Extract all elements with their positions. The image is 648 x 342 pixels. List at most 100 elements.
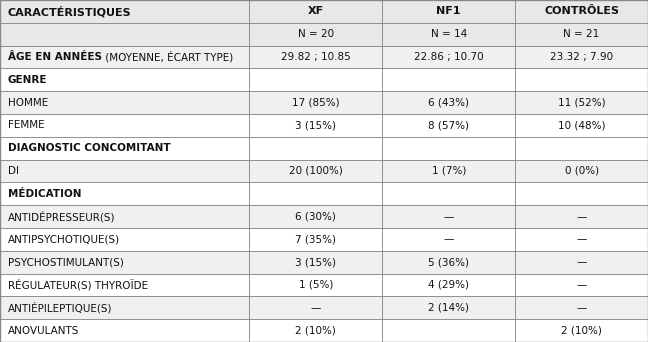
Text: CARACTÉRISTIQUES: CARACTÉRISTIQUES [8, 6, 132, 17]
Text: CONTRÔLES: CONTRÔLES [544, 6, 619, 16]
Bar [515, 228, 648, 251]
Bar [382, 160, 515, 182]
Bar [515, 297, 648, 319]
Text: 3 (15%): 3 (15%) [295, 120, 336, 130]
Bar [0, 68, 249, 91]
Text: 0 (0%): 0 (0%) [564, 166, 599, 176]
Bar [249, 114, 382, 137]
Bar [382, 274, 515, 297]
Bar [515, 319, 648, 342]
Bar [0, 274, 249, 297]
Bar [382, 68, 515, 91]
Bar [249, 137, 382, 160]
Bar [515, 251, 648, 274]
Text: DI: DI [8, 166, 19, 176]
Bar [382, 91, 515, 114]
Text: N = 20: N = 20 [298, 29, 334, 39]
Text: —: — [443, 212, 454, 222]
Text: FEMME: FEMME [8, 120, 45, 130]
Bar [382, 251, 515, 274]
Bar [382, 205, 515, 228]
Bar [0, 45, 249, 68]
Bar [382, 228, 515, 251]
Text: 3 (15%): 3 (15%) [295, 257, 336, 267]
Bar [382, 182, 515, 205]
Text: RÉGULATEUR(S) THYROÏDE: RÉGULATEUR(S) THYROÏDE [8, 279, 148, 291]
Bar [382, 137, 515, 160]
Text: NF1: NF1 [437, 6, 461, 16]
Text: XF: XF [308, 6, 324, 16]
Bar [0, 205, 249, 228]
Bar [249, 319, 382, 342]
Bar [382, 297, 515, 319]
Bar [249, 182, 382, 205]
Bar [515, 114, 648, 137]
Bar [249, 91, 382, 114]
Text: 2 (10%): 2 (10%) [561, 326, 602, 336]
Bar [382, 114, 515, 137]
Text: —: — [443, 234, 454, 245]
Bar [515, 160, 648, 182]
Text: —: — [576, 234, 587, 245]
Text: —: — [310, 303, 321, 313]
Bar [249, 205, 382, 228]
Bar [249, 160, 382, 182]
Bar [249, 0, 382, 23]
Bar [0, 182, 249, 205]
Text: DIAGNOSTIC CONCOMITANT: DIAGNOSTIC CONCOMITANT [8, 143, 170, 153]
Text: ÂGE EN ANNÉES: ÂGE EN ANNÉES [8, 52, 102, 62]
Bar [382, 319, 515, 342]
Bar [0, 319, 249, 342]
Bar [515, 45, 648, 68]
Text: —: — [576, 280, 587, 290]
Text: 23.32 ; 7.90: 23.32 ; 7.90 [550, 52, 613, 62]
Text: 2 (10%): 2 (10%) [295, 326, 336, 336]
Text: 8 (57%): 8 (57%) [428, 120, 469, 130]
Bar [0, 228, 249, 251]
Bar [0, 251, 249, 274]
Bar [515, 205, 648, 228]
Text: PSYCHOSTIMULANT(S): PSYCHOSTIMULANT(S) [8, 257, 124, 267]
Bar [249, 251, 382, 274]
Bar [249, 297, 382, 319]
Bar [249, 68, 382, 91]
Bar [249, 274, 382, 297]
Bar [382, 0, 515, 23]
Text: —: — [576, 212, 587, 222]
Text: 6 (30%): 6 (30%) [295, 212, 336, 222]
Text: 7 (35%): 7 (35%) [295, 234, 336, 245]
Text: N = 21: N = 21 [564, 29, 599, 39]
Text: 11 (52%): 11 (52%) [558, 97, 605, 108]
Text: ANOVULANTS: ANOVULANTS [8, 326, 79, 336]
Text: ANTIPSYCHOTIQUE(S): ANTIPSYCHOTIQUE(S) [8, 234, 120, 245]
Text: HOMME: HOMME [8, 97, 48, 108]
Bar [382, 45, 515, 68]
Bar [515, 274, 648, 297]
Text: 5 (36%): 5 (36%) [428, 257, 469, 267]
Text: 2 (14%): 2 (14%) [428, 303, 469, 313]
Bar [0, 114, 249, 137]
Text: 1 (5%): 1 (5%) [299, 280, 333, 290]
Text: 10 (48%): 10 (48%) [558, 120, 605, 130]
Bar [0, 137, 249, 160]
Text: —: — [576, 257, 587, 267]
Text: 22.86 ; 10.70: 22.86 ; 10.70 [414, 52, 483, 62]
Bar [0, 297, 249, 319]
Text: —: — [576, 303, 587, 313]
Bar [0, 0, 249, 23]
Text: 1 (7%): 1 (7%) [432, 166, 466, 176]
Bar [249, 45, 382, 68]
Text: N = 14: N = 14 [431, 29, 467, 39]
Text: 17 (85%): 17 (85%) [292, 97, 340, 108]
Bar [515, 68, 648, 91]
Bar [515, 91, 648, 114]
Bar [515, 0, 648, 23]
Bar [0, 91, 249, 114]
Bar [0, 23, 249, 45]
Text: ANTIÉPILEPTIQUE(S): ANTIÉPILEPTIQUE(S) [8, 302, 112, 314]
Text: (MOYENNE, ÉCART TYPE): (MOYENNE, ÉCART TYPE) [102, 51, 233, 63]
Text: MÉDICATION: MÉDICATION [8, 189, 81, 199]
Bar [515, 182, 648, 205]
Text: 6 (43%): 6 (43%) [428, 97, 469, 108]
Bar [515, 23, 648, 45]
